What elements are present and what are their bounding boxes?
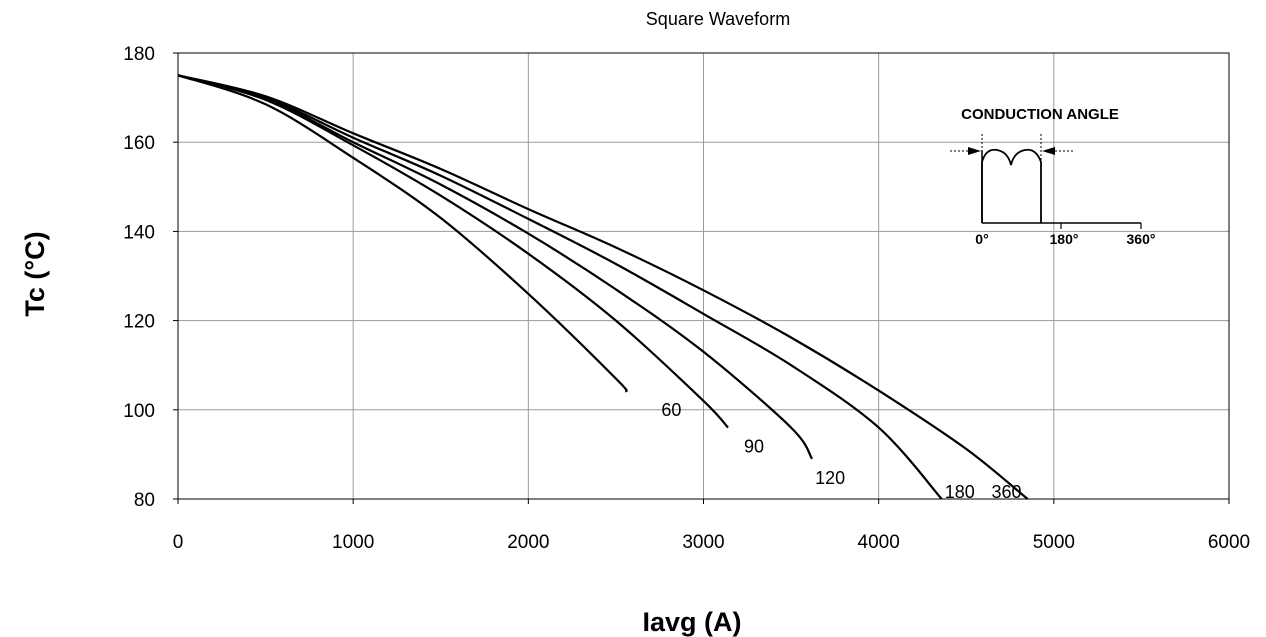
series-line-360 [177,74,1029,500]
series-label-90: 90 [744,437,764,457]
y-tick-label: 100 [123,401,155,422]
series-label-180: 180 [945,482,975,502]
x-tick-label: 4000 [858,532,900,553]
x-tick-label: 3000 [682,532,724,553]
y-tick-label: 140 [123,222,155,243]
x-tick-label: 6000 [1208,532,1250,553]
inset-title: CONDUCTION ANGLE [961,106,1119,123]
y-axis-title: Tc (°C) [20,231,50,316]
series-label-120: 120 [815,468,845,488]
x-tick-label: 0 [173,532,184,553]
series-line-90 [177,74,729,429]
series-line-60 [177,74,628,393]
x-axis-title: Iavg (A) [642,607,741,637]
inset-tick-label-0: 0° [975,231,988,247]
x-axis-ticks: 0 1000 2000 3000 4000 5000 6000 [173,499,1250,553]
chart-title: Square Waveform [646,9,790,29]
x-axis-title-text: Iavg (A) [642,607,741,637]
grid-lines [178,53,1229,499]
inset-tick-label-360: 360° [1127,231,1156,247]
series-label-360: 360 [992,482,1022,502]
x-tick-label: 2000 [507,532,549,553]
y-axis-ticks: 80 100 120 140 160 180 [123,44,178,511]
series-labels: 60 90 120 180 360 [661,400,1021,502]
y-tick-label: 120 [123,312,155,333]
y-tick-label: 180 [123,44,155,65]
x-tick-label: 5000 [1033,532,1075,553]
series-line-180 [177,74,943,500]
inset-arrow-left-head [968,147,981,155]
inset-tick-label-180: 180° [1050,231,1079,247]
x-tick-label: 1000 [332,532,374,553]
y-tick-label: 160 [123,133,155,154]
inset-waveform [981,148,1042,223]
y-tick-label: 80 [134,490,155,511]
conduction-angle-inset: CONDUCTION ANGLE 0° 180° 360° [950,106,1155,247]
series-curves [177,74,1029,500]
inset-arrow-right-head [1042,147,1055,155]
series-label-60: 60 [661,400,681,420]
series-line-120 [177,74,814,460]
